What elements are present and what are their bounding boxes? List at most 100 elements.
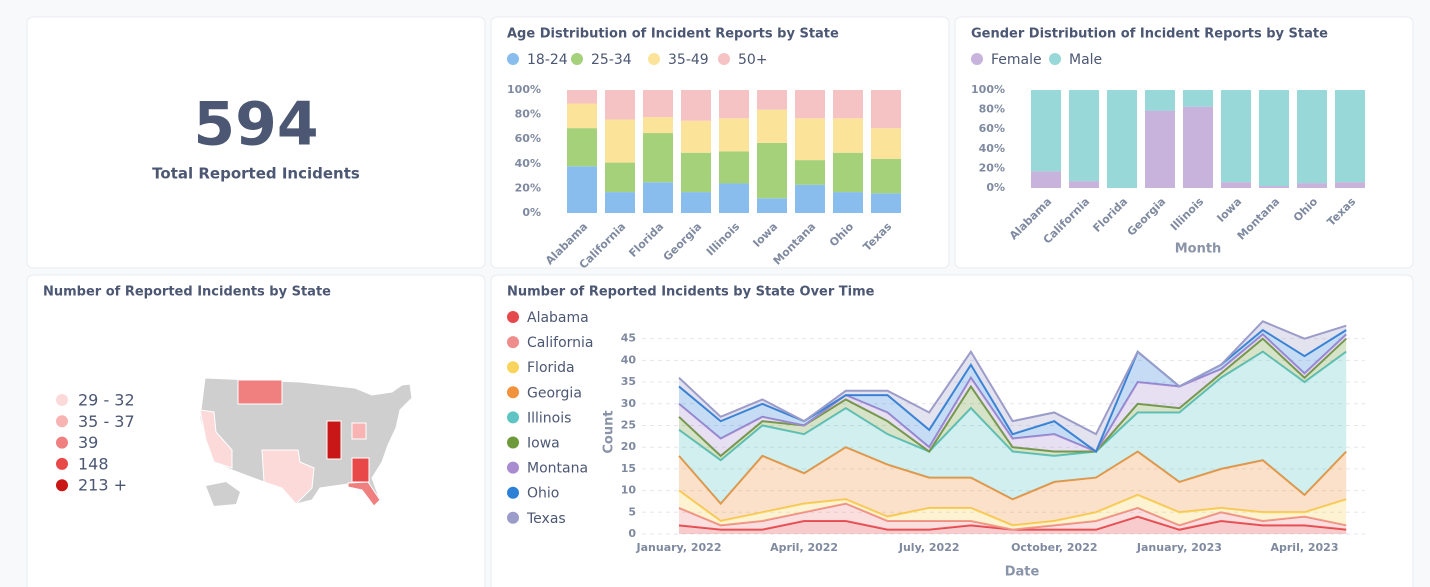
bar-segment — [1031, 90, 1061, 172]
x-tick-label: January, 2023 — [1136, 541, 1222, 554]
bar-segment — [1297, 183, 1327, 188]
legend-label: Iowa — [527, 436, 560, 452]
area-fill — [679, 330, 1347, 452]
legend-label: 25-34 — [591, 52, 632, 68]
bar-segment — [1335, 90, 1365, 183]
x-tick-label: October, 2022 — [1011, 541, 1097, 554]
y-tick-label: 40% — [515, 157, 541, 170]
texas — [261, 449, 315, 505]
legend-swatch — [507, 461, 519, 474]
y-tick-label: 25 — [621, 418, 636, 431]
legend-swatch — [56, 415, 68, 428]
bar-segment — [871, 193, 901, 213]
y-tick-label: 100% — [971, 83, 1005, 96]
y-tick-label: 20% — [979, 161, 1005, 174]
chart-title: Number of Reported Incidents by State Ov… — [507, 285, 875, 300]
bar-segment — [681, 152, 711, 193]
bar-segment — [757, 109, 787, 143]
bar-segment — [567, 128, 597, 167]
x-tick-label: April, 2022 — [770, 541, 838, 554]
legend-label: 18-24 — [527, 52, 568, 68]
y-tick-label: 100% — [507, 83, 541, 96]
bar-segment — [1183, 90, 1213, 107]
alaska — [206, 482, 240, 506]
legend-swatch — [507, 411, 519, 424]
bar-segment — [795, 160, 825, 185]
bar-segment — [833, 152, 863, 193]
bar-segment — [833, 90, 863, 119]
bar-segment — [719, 90, 749, 119]
area-line — [678, 333, 1347, 453]
y-tick-label: 30 — [621, 397, 637, 410]
y-tick-label: 15 — [621, 462, 636, 475]
area-fill — [679, 321, 1347, 452]
us-map — [199, 377, 413, 507]
legend-swatch — [507, 511, 519, 524]
legend-label: Georgia — [527, 385, 582, 401]
bar-segment — [719, 151, 749, 184]
area-line — [678, 489, 1347, 527]
y-axis-title: Count — [602, 410, 617, 453]
y-tick-label: 60% — [515, 132, 541, 145]
legend-swatch — [507, 311, 519, 323]
bar-segment — [795, 184, 825, 213]
legend-label: 35-49 — [668, 52, 709, 68]
legend-label: Alabama — [527, 310, 589, 326]
kpi-label: Total Reported Incidents — [152, 165, 360, 183]
bar-segment — [757, 142, 787, 199]
legend-swatch — [56, 436, 68, 449]
ohio — [351, 422, 367, 440]
legend-label: Illinois — [527, 410, 571, 426]
area-line — [678, 446, 1347, 506]
bar-segment — [643, 117, 673, 134]
bar-segment — [643, 133, 673, 183]
kpi-card — [26, 16, 486, 269]
bar-segment — [605, 90, 635, 120]
area-line — [678, 320, 1347, 436]
legend-swatch — [971, 53, 983, 65]
bar-segment — [567, 166, 597, 213]
legend-swatch — [571, 53, 583, 65]
y-tick-label: 20 — [621, 440, 637, 453]
bar-segment — [605, 192, 635, 213]
y-tick-label: 40 — [621, 353, 637, 366]
legend-label: 35 - 37 — [78, 412, 135, 431]
timeline-card — [490, 274, 1414, 587]
bar-segment — [719, 183, 749, 213]
bar-segment — [1221, 182, 1251, 188]
bar-segment — [681, 192, 711, 213]
georgia — [351, 457, 370, 483]
montana — [237, 379, 283, 405]
legend-label: 29 - 32 — [78, 391, 135, 410]
legend-label: California — [527, 335, 593, 351]
legend-swatch — [507, 486, 519, 499]
area-fill — [679, 447, 1347, 526]
bar-segment — [1069, 181, 1099, 188]
bar-segment — [833, 192, 863, 213]
y-tick-label: 10 — [621, 484, 637, 497]
florida — [347, 481, 381, 507]
bar-segment — [1297, 90, 1327, 184]
legend-label: 148 — [78, 454, 109, 473]
bar-segment — [1221, 90, 1251, 183]
area-fill — [679, 503, 1347, 530]
bar-segment — [567, 103, 597, 129]
legend-swatch — [56, 479, 68, 492]
area-line — [678, 502, 1347, 531]
y-tick-label: 80% — [515, 108, 541, 121]
bar-segment — [1259, 186, 1289, 188]
legend-label: Male — [1069, 52, 1102, 68]
bar-segment — [1107, 90, 1137, 188]
bar-segment — [833, 118, 863, 153]
x-axis-title: Date — [1005, 565, 1040, 580]
bar-segment — [1183, 106, 1213, 188]
bar-segment — [871, 158, 901, 194]
bar-segment — [871, 90, 901, 129]
y-tick-label: 40% — [979, 142, 1005, 155]
bar-segment — [643, 90, 673, 118]
area-fill — [679, 351, 1347, 504]
bar-segment — [1145, 110, 1175, 188]
y-tick-label: 0 — [628, 527, 636, 540]
bar-segment — [1259, 90, 1289, 187]
y-tick-label: 20% — [515, 181, 541, 194]
